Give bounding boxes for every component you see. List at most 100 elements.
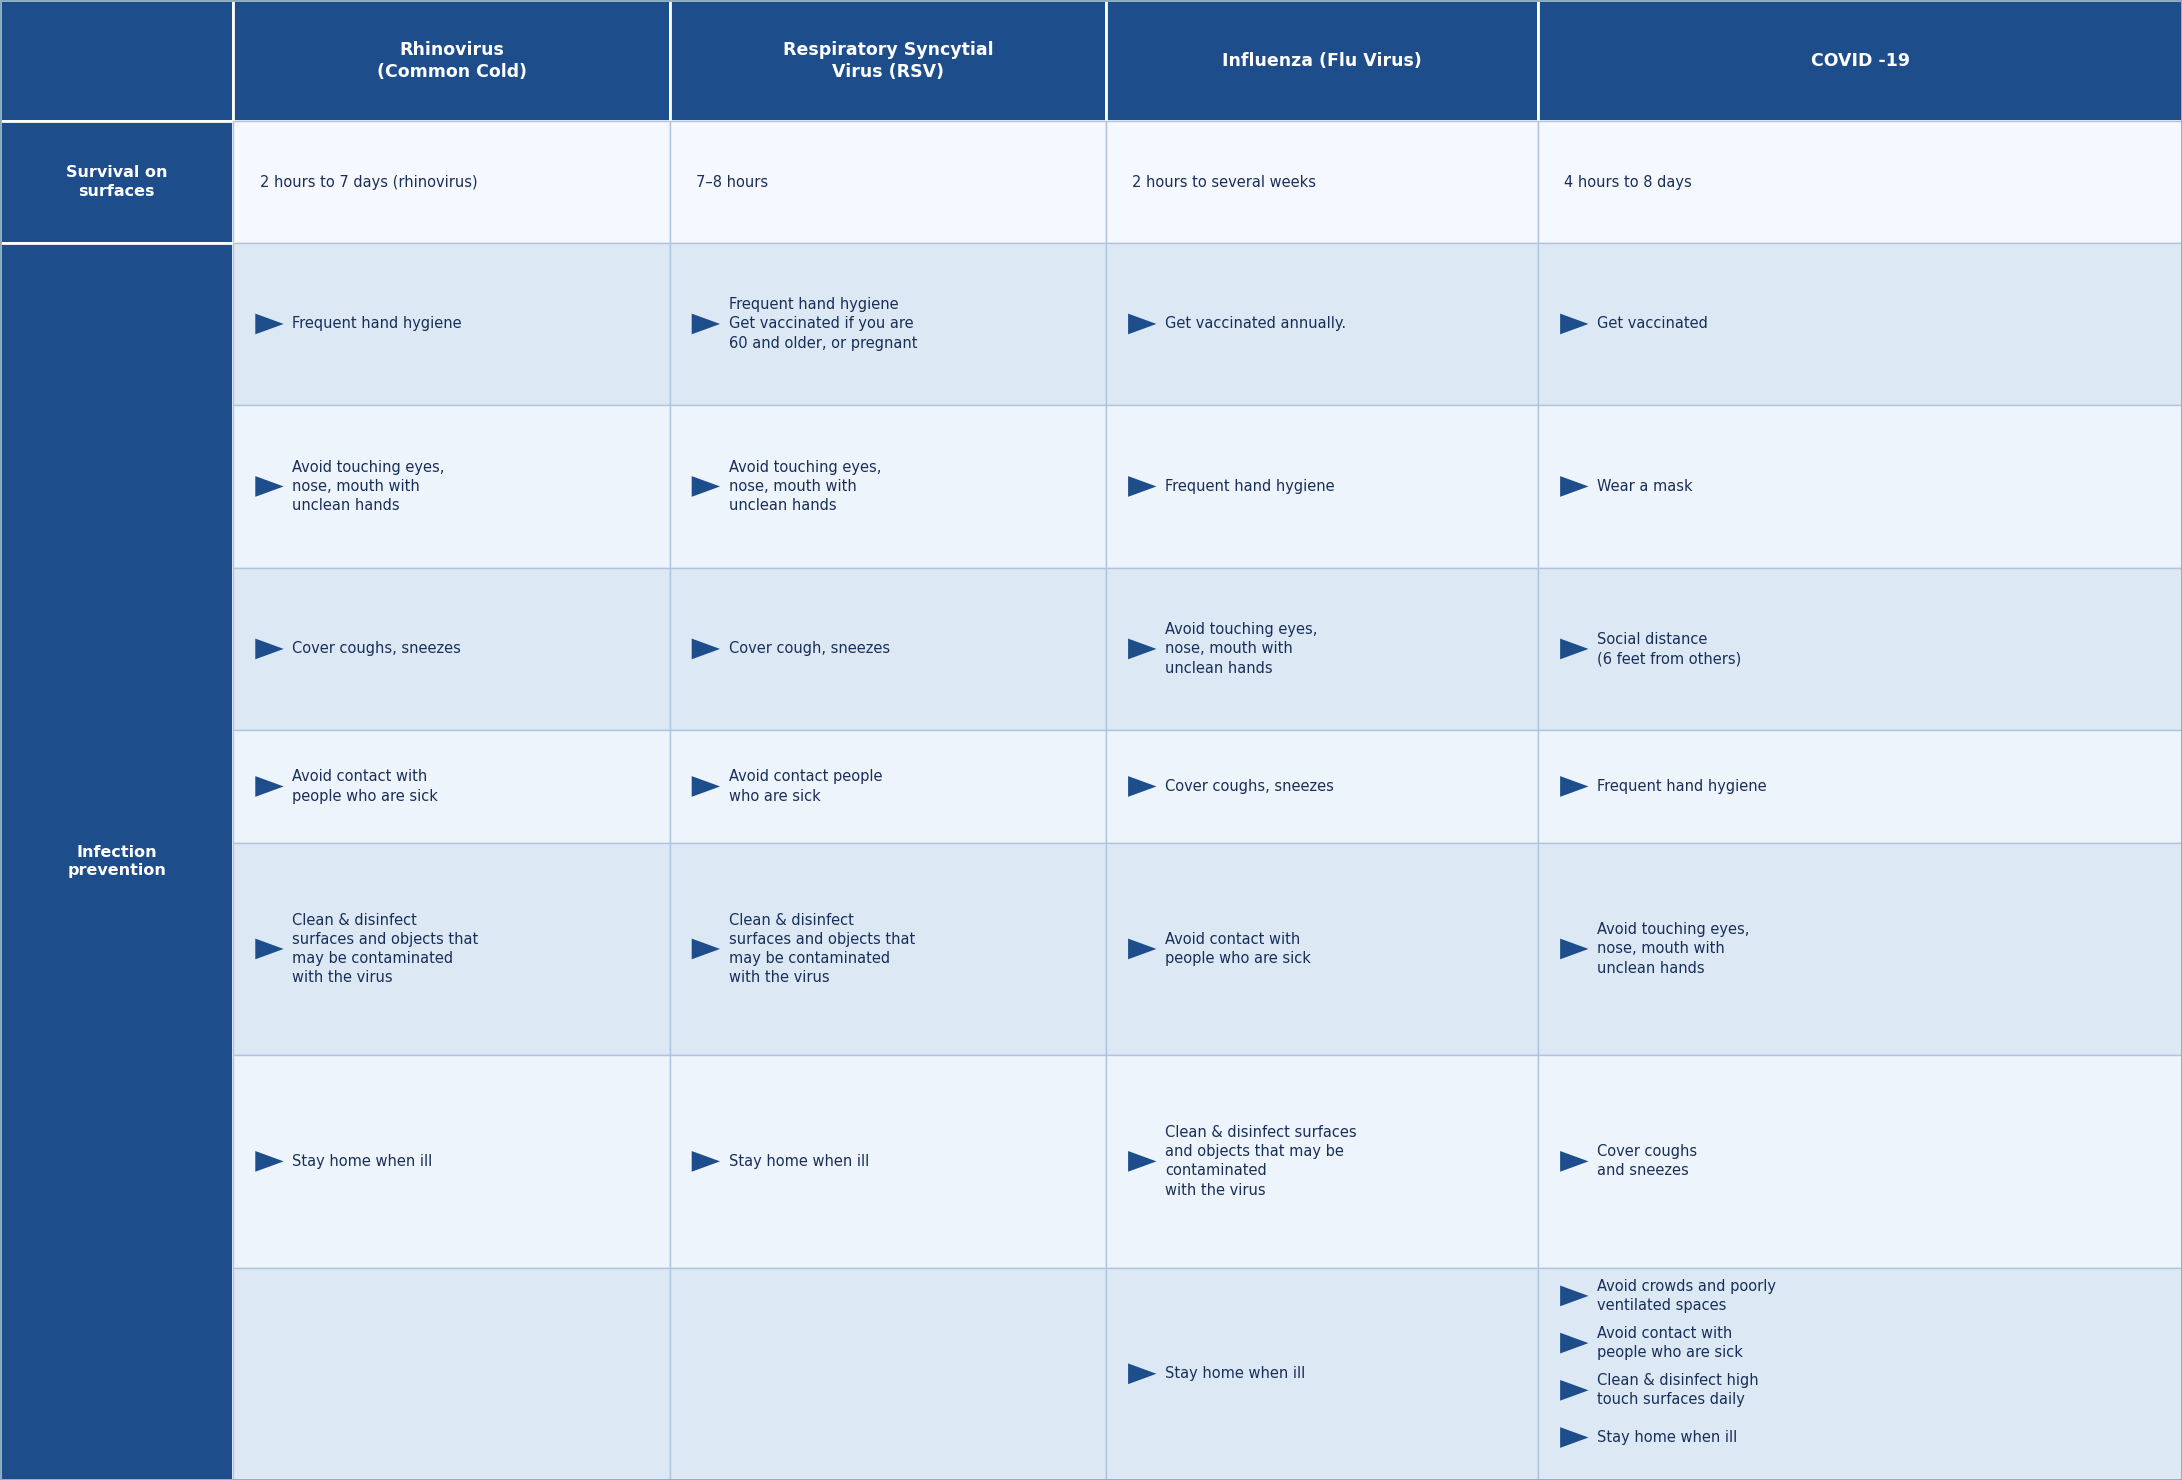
Polygon shape: [692, 638, 720, 659]
Polygon shape: [1560, 477, 1588, 497]
Bar: [233, 730, 670, 842]
Text: Avoid contact people
who are sick: Avoid contact people who are sick: [729, 770, 882, 804]
Text: Cover cough, sneezes: Cover cough, sneezes: [729, 641, 890, 657]
Bar: [1106, 568, 1538, 730]
Bar: [0, 121, 233, 243]
Polygon shape: [1560, 1151, 1588, 1172]
Polygon shape: [1128, 314, 1156, 334]
Text: Influenza (Flu Virus): Influenza (Flu Virus): [1222, 52, 1423, 70]
Bar: [1106, 406, 1538, 568]
Bar: [670, 121, 1106, 243]
Text: 4 hours to 8 days: 4 hours to 8 days: [1564, 175, 1693, 189]
Text: COVID -19: COVID -19: [1811, 52, 1909, 70]
Bar: [670, 0, 1106, 121]
Bar: [670, 243, 1106, 406]
Polygon shape: [255, 776, 284, 796]
Bar: [670, 406, 1106, 568]
Polygon shape: [1128, 638, 1156, 659]
Polygon shape: [1128, 1363, 1156, 1384]
Text: Get vaccinated: Get vaccinated: [1597, 317, 1709, 332]
Bar: [233, 0, 670, 121]
Bar: [1106, 0, 1538, 121]
Bar: [670, 842, 1106, 1055]
Bar: [1106, 1055, 1538, 1267]
Text: Cover coughs, sneezes: Cover coughs, sneezes: [292, 641, 460, 657]
Bar: [1538, 568, 2182, 730]
Bar: [1106, 1267, 1538, 1480]
Text: Rhinovirus
(Common Cold): Rhinovirus (Common Cold): [377, 40, 526, 81]
Bar: [1538, 842, 2182, 1055]
Polygon shape: [1560, 1333, 1588, 1354]
Text: Respiratory Syncytial
Virus (RSV): Respiratory Syncytial Virus (RSV): [783, 40, 993, 81]
Text: Frequent hand hygiene: Frequent hand hygiene: [1165, 480, 1335, 494]
Polygon shape: [1560, 1286, 1588, 1307]
Bar: [233, 406, 670, 568]
Text: Clean & disinfect high
touch surfaces daily: Clean & disinfect high touch surfaces da…: [1597, 1373, 1759, 1407]
Polygon shape: [692, 938, 720, 959]
Text: Wear a mask: Wear a mask: [1597, 480, 1693, 494]
Bar: [1538, 243, 2182, 406]
Bar: [670, 1055, 1106, 1267]
Bar: [233, 842, 670, 1055]
Text: Clean & disinfect
surfaces and objects that
may be contaminated
with the virus: Clean & disinfect surfaces and objects t…: [729, 913, 914, 986]
Text: Avoid touching eyes,
nose, mouth with
unclean hands: Avoid touching eyes, nose, mouth with un…: [292, 460, 445, 514]
Bar: [670, 568, 1106, 730]
Bar: [233, 1267, 670, 1480]
Polygon shape: [1128, 477, 1156, 497]
Text: 2 hours to several weeks: 2 hours to several weeks: [1132, 175, 1316, 189]
Text: Avoid contact with
people who are sick: Avoid contact with people who are sick: [1165, 932, 1311, 966]
Polygon shape: [1560, 776, 1588, 796]
Bar: [670, 1267, 1106, 1480]
Polygon shape: [692, 1151, 720, 1172]
Text: Stay home when ill: Stay home when ill: [1165, 1366, 1305, 1381]
Text: Stay home when ill: Stay home when ill: [729, 1154, 868, 1169]
Polygon shape: [255, 938, 284, 959]
Polygon shape: [692, 314, 720, 334]
Text: Social distance
(6 feet from others): Social distance (6 feet from others): [1597, 632, 1741, 666]
Bar: [1538, 121, 2182, 243]
Text: Avoid contact with
people who are sick: Avoid contact with people who are sick: [1597, 1326, 1743, 1360]
Bar: [1106, 243, 1538, 406]
Text: Survival on
surfaces: Survival on surfaces: [65, 166, 168, 198]
Bar: [1106, 842, 1538, 1055]
Polygon shape: [255, 1151, 284, 1172]
Text: Avoid touching eyes,
nose, mouth with
unclean hands: Avoid touching eyes, nose, mouth with un…: [729, 460, 882, 514]
Text: Get vaccinated annually.: Get vaccinated annually.: [1165, 317, 1346, 332]
Text: 7–8 hours: 7–8 hours: [696, 175, 768, 189]
Polygon shape: [1128, 1151, 1156, 1172]
Bar: [670, 730, 1106, 842]
Bar: [1538, 406, 2182, 568]
Text: Cover coughs, sneezes: Cover coughs, sneezes: [1165, 778, 1333, 793]
Text: Infection
prevention: Infection prevention: [68, 845, 166, 878]
Polygon shape: [1128, 776, 1156, 796]
Polygon shape: [1560, 638, 1588, 659]
Bar: [1106, 121, 1538, 243]
Bar: [233, 121, 670, 243]
Text: Cover coughs
and sneezes: Cover coughs and sneezes: [1597, 1144, 1698, 1178]
Text: Avoid crowds and poorly
ventilated spaces: Avoid crowds and poorly ventilated space…: [1597, 1279, 1776, 1313]
Bar: [1538, 730, 2182, 842]
Bar: [1106, 730, 1538, 842]
Bar: [1538, 1055, 2182, 1267]
Bar: [233, 243, 670, 406]
Text: Avoid touching eyes,
nose, mouth with
unclean hands: Avoid touching eyes, nose, mouth with un…: [1597, 922, 1750, 975]
Bar: [1538, 1267, 2182, 1480]
Bar: [233, 568, 670, 730]
Text: Avoid contact with
people who are sick: Avoid contact with people who are sick: [292, 770, 439, 804]
Text: Frequent hand hygiene: Frequent hand hygiene: [1597, 778, 1767, 793]
Polygon shape: [1128, 938, 1156, 959]
Text: Frequent hand hygiene
Get vaccinated if you are
60 and older, or pregnant: Frequent hand hygiene Get vaccinated if …: [729, 297, 916, 351]
Polygon shape: [692, 477, 720, 497]
Bar: [0, 0, 233, 121]
Text: Frequent hand hygiene: Frequent hand hygiene: [292, 317, 463, 332]
Bar: [233, 1055, 670, 1267]
Text: Avoid touching eyes,
nose, mouth with
unclean hands: Avoid touching eyes, nose, mouth with un…: [1165, 622, 1318, 676]
Text: Stay home when ill: Stay home when ill: [292, 1154, 432, 1169]
Text: 2 hours to 7 days (rhinovirus): 2 hours to 7 days (rhinovirus): [260, 175, 478, 189]
Polygon shape: [1560, 1379, 1588, 1400]
Text: Clean & disinfect surfaces
and objects that may be
contaminated
with the virus: Clean & disinfect surfaces and objects t…: [1165, 1125, 1357, 1197]
Polygon shape: [255, 477, 284, 497]
Bar: [0, 243, 233, 1480]
Polygon shape: [255, 314, 284, 334]
Polygon shape: [255, 638, 284, 659]
